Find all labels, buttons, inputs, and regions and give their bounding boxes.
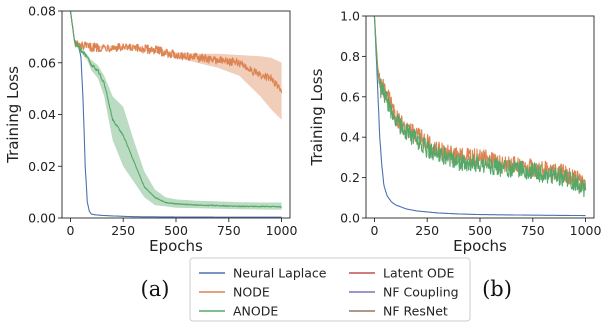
legend-frame [189,257,471,322]
plot-area [69,11,283,218]
chart-a-ytick-label: 0.08 [28,4,56,19]
chart-b-ytick-label: 0.2 [340,170,360,185]
plot-area [373,16,587,217]
chart-b-series-anode-line [373,16,587,198]
chart-a: 0 250 500 750 1000 0.00 0.02 0.04 0.06 0.08 Epochs… [4,4,298,256]
legend-label-neural-laplace: Neural Laplace [233,266,327,281]
chart-b-ytick-label: 0.8 [340,49,360,64]
chart-a-series-node-band [70,11,282,120]
chart-b-xtick-label: 750 [521,223,545,238]
legend-label-latent-ode: Latent ODE [383,266,454,281]
chart-b: 0 250 500 750 1000 0.0 0.2 0.4 0.6 0.8 1.0 Epochs Tr… [308,9,602,256]
chart-a-series-anode-band [70,11,282,210]
chart-a-xtick-label: 1000 [266,223,298,238]
chart-b-y-axis-label: Training Loss [308,68,326,166]
chart-b-xtick-label: 500 [468,223,492,238]
panel-label-b: (b) [482,277,512,301]
chart-b-x-axis-label: Epochs [453,237,507,255]
chart-a-xtick-label: 750 [217,223,241,238]
chart-b-series-node-line [373,16,587,193]
chart-a-series-node-line [69,11,283,94]
legend-label-nf-resnet: NF ResNet [383,304,448,319]
plot-frame [365,15,595,219]
chart-b-xtick-label: 250 [415,223,439,238]
chart-b-ytick-label: 1.0 [340,9,360,24]
chart-a-y-axis-label: Training Loss [4,66,22,164]
chart-a-x-axis-label: Epochs [149,237,203,255]
legend-label-node: NODE [233,285,270,300]
chart-a-ytick-label: 0.06 [28,55,56,70]
chart-a-xtick-label: 500 [164,223,188,238]
chart-b-ytick-label: 0.4 [340,130,360,145]
chart-a-ytick-label: 0.02 [28,159,56,174]
chart-a-xtick-label: 250 [111,223,135,238]
chart-a-series-neural-laplace-line [69,11,282,218]
chart-a-ytick-label: 0.04 [28,107,56,122]
chart-b-ytick-label: 0.6 [340,89,360,104]
chart-b-series-neural-laplace-line [373,16,586,217]
legend: Neural Laplace NODE ANODE Latent ODE NF Coup… [189,257,471,322]
legend-label-nf-coupling: NF Coupling [383,285,459,300]
chart-a-xtick-label: 0 [66,223,74,238]
plot-frame [61,10,291,219]
chart-b-ytick-label: 0.0 [340,211,360,226]
chart-b-xtick-label: 0 [370,223,378,238]
chart-a-series-anode-line [69,11,282,208]
chart-a-ytick-label: 0.00 [28,211,56,226]
legend-label-anode: ANODE [233,304,278,319]
panel-label-a: (a) [141,277,170,301]
chart-b-xtick-label: 1000 [570,223,602,238]
